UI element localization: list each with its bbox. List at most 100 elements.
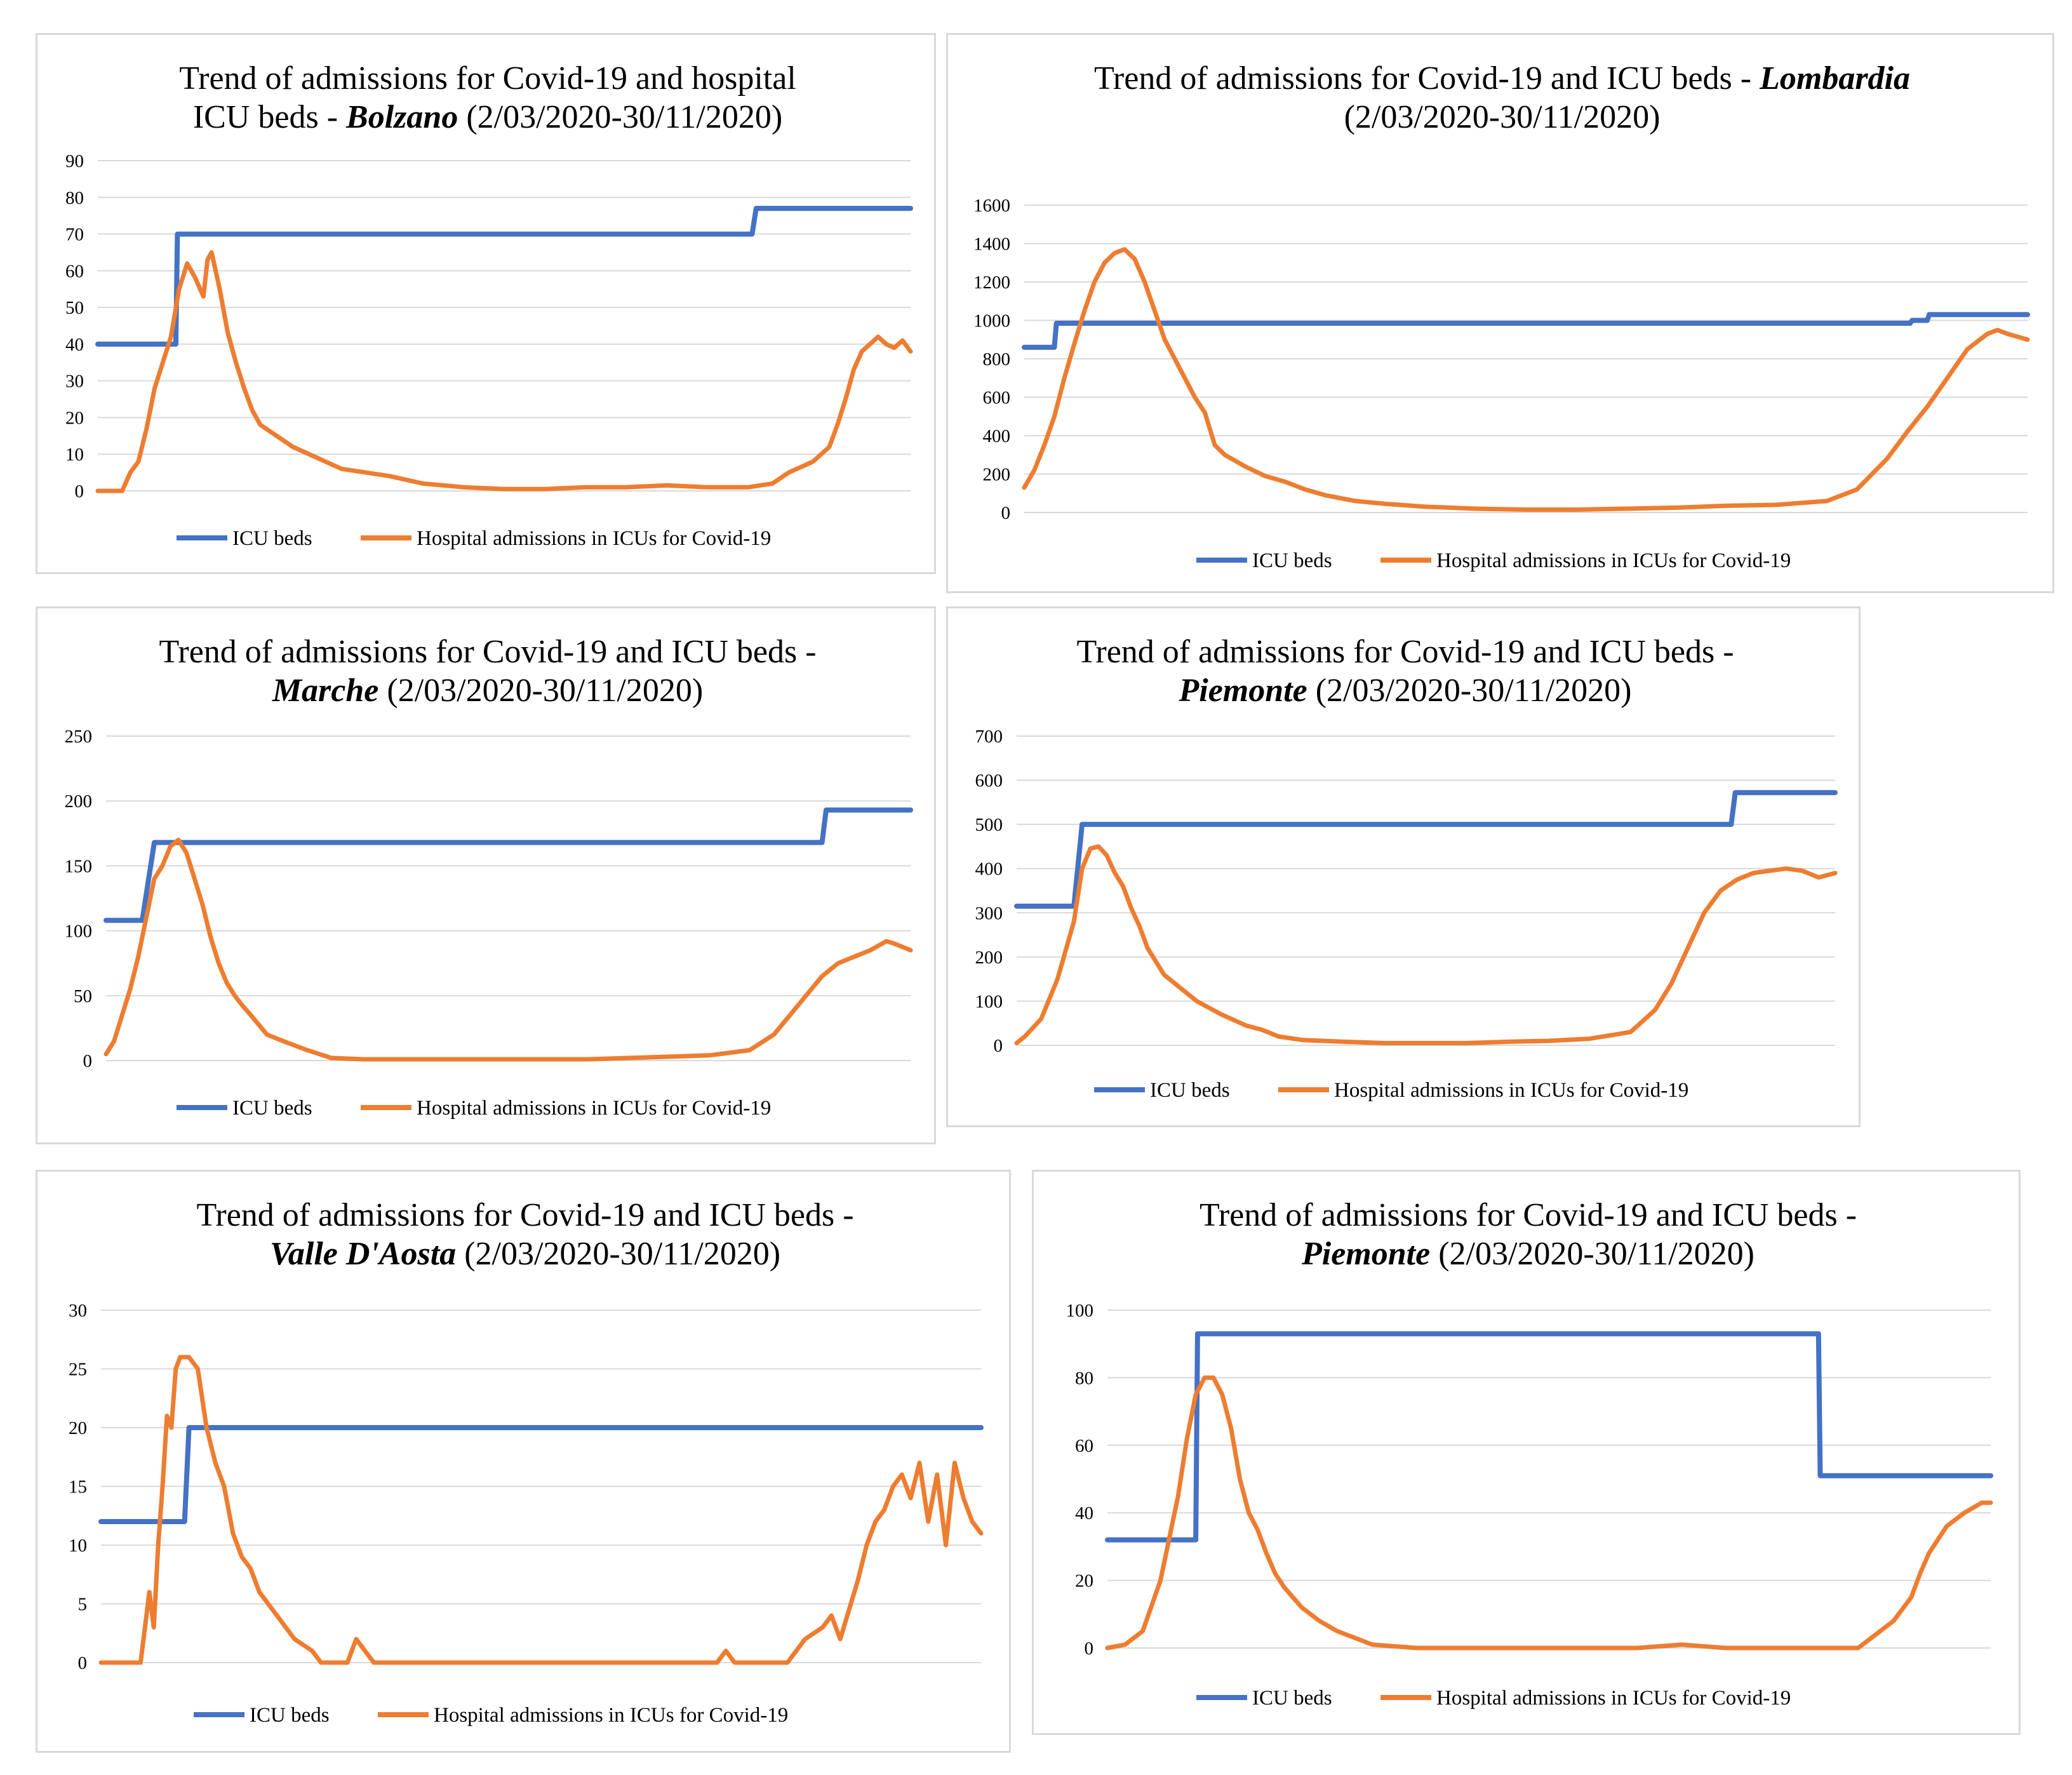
series-line-hospital-admissions (98, 1355, 984, 1665)
series-line-hospital-admissions (104, 838, 913, 1062)
legend-icu-beds-label: ICU beds (1252, 549, 1332, 572)
y-tick-label: 0 (994, 1036, 1003, 1056)
y-tick-label: 100 (65, 921, 93, 942)
series-line-hospital-admissions (1105, 1375, 1993, 1651)
chart-title-line: Piemonte (2/03/2020-30/11/2020) (1301, 1236, 1755, 1272)
y-tick-label: 80 (1075, 1368, 1093, 1388)
y-tick-label: 5 (78, 1595, 88, 1615)
legend-icu-beds-label: ICU beds (1252, 1687, 1332, 1710)
y-tick-label: 15 (69, 1477, 87, 1497)
y-tick-label: 20 (1075, 1571, 1093, 1591)
chart-title-text: (2/03/2020-30/11/2020) (456, 1236, 780, 1272)
y-tick-label: 0 (75, 481, 84, 502)
chart-svg-valle-daosta: Trend of admissions for Covid-19 and ICU… (69, 1197, 984, 1727)
y-tick-label: 40 (65, 335, 84, 355)
y-tick-label: 0 (1001, 503, 1011, 523)
legend-icu-beds-label: ICU beds (232, 1097, 312, 1120)
chart-title-text: Trend of admissions for Covid-19 and ICU… (1076, 634, 1734, 670)
y-tick-label: 30 (65, 372, 84, 392)
chart-title-text: Trend of admissions for Covid-19 and hos… (179, 60, 796, 97)
chart-title-line: ICU beds - Bolzano (2/03/2020-30/11/2020… (193, 99, 782, 135)
series-line-icu-beds (98, 1425, 984, 1524)
chart-panel-piemonte-a: Trend of admissions for Covid-19 and ICU… (946, 606, 1861, 1127)
chart-title-text: (2/03/2020-30/11/2020) (1307, 673, 1632, 709)
y-tick-label: 1000 (973, 311, 1010, 332)
y-tick-label: 0 (78, 1653, 88, 1673)
chart-panel-bolzano: Trend of admissions for Covid-19 and hos… (36, 33, 936, 574)
y-tick-label: 60 (65, 261, 84, 281)
chart-title-text: (2/03/2020-30/11/2020) (458, 99, 782, 135)
chart-title-text: (2/03/2020-30/11/2020) (1430, 1236, 1755, 1272)
legend-icu-beds-label: ICU beds (250, 1704, 330, 1727)
y-tick-label: 20 (65, 408, 84, 428)
series-line-icu-beds (1105, 1331, 1993, 1543)
chart-title-line: Trend of admissions for Covid-19 and ICU… (159, 634, 816, 670)
chart-title-region: Piemonte (1179, 673, 1307, 709)
y-tick-label: 200 (65, 791, 93, 812)
chart-title-line: Piemonte (2/03/2020-30/11/2020) (1179, 673, 1632, 709)
legend-hospital-admissions-label: Hospital admissions in ICUs for Covid-19 (1436, 1687, 1791, 1710)
series-line-icu-beds (104, 807, 913, 923)
series-line-hospital-admissions (1014, 844, 1838, 1045)
chart-title-region: Marche (272, 673, 379, 709)
chart-title-line: Trend of admissions for Covid-19 and hos… (179, 60, 796, 97)
y-tick-label: 600 (983, 388, 1011, 408)
chart-title-line: Trend of admissions for Covid-19 and ICU… (1094, 60, 1910, 97)
chart-title-region: Bolzano (345, 99, 458, 135)
chart-svg-marche: Trend of admissions for Covid-19 and ICU… (65, 634, 913, 1120)
chart-title-region: Lombardia (1759, 60, 1910, 97)
chart-title-text: Trend of admissions for Covid-19 and ICU… (196, 1197, 853, 1233)
chart-svg-lombardia: Trend of admissions for Covid-19 and ICU… (973, 60, 2030, 572)
series-line-hospital-admissions (1022, 247, 2030, 512)
y-tick-label: 1600 (973, 196, 1010, 216)
y-tick-label: 30 (69, 1301, 87, 1321)
y-tick-label: 100 (975, 991, 1003, 1012)
y-tick-label: 700 (975, 727, 1003, 747)
series-line-hospital-admissions (95, 250, 913, 493)
legend-icu-beds-label: ICU beds (1150, 1079, 1230, 1102)
y-tick-label: 70 (65, 225, 84, 245)
chart-panel-lombardia: Trend of admissions for Covid-19 and ICU… (946, 33, 2054, 593)
y-tick-label: 800 (983, 349, 1011, 370)
y-tick-label: 10 (69, 1536, 87, 1556)
y-tick-label: 90 (65, 151, 84, 171)
y-tick-label: 50 (74, 986, 92, 1007)
chart-title-line: (2/03/2020-30/11/2020) (1344, 99, 1661, 135)
chart-title-region: Piemonte (1301, 1236, 1430, 1272)
chart-title-region: Valle D'Aosta (270, 1236, 456, 1272)
legend-hospital-admissions-label: Hospital admissions in ICUs for Covid-19 (434, 1704, 788, 1727)
y-tick-label: 400 (983, 426, 1011, 446)
legend-hospital-admissions-label: Hospital admissions in ICUs for Covid-19 (417, 527, 771, 550)
legend-icu-beds-label: ICU beds (232, 527, 312, 550)
y-tick-label: 40 (1075, 1503, 1093, 1524)
chart-title-text: (2/03/2020-30/11/2020) (378, 673, 703, 709)
y-tick-label: 20 (69, 1418, 87, 1438)
chart-title-text: (2/03/2020-30/11/2020) (1344, 99, 1661, 135)
y-tick-label: 200 (975, 948, 1003, 968)
y-tick-label: 1200 (973, 272, 1010, 293)
chart-svg-piemonte-a: Trend of admissions for Covid-19 and ICU… (975, 634, 1838, 1102)
y-tick-label: 0 (1085, 1638, 1094, 1659)
y-tick-label: 1400 (973, 234, 1010, 255)
y-tick-label: 200 (983, 465, 1011, 485)
y-tick-label: 600 (975, 771, 1003, 791)
chart-title-text: Trend of admissions for Covid-19 and ICU… (1200, 1197, 1857, 1233)
chart-title-text: ICU beds - (193, 99, 346, 135)
chart-title-line: Trend of admissions for Covid-19 and ICU… (196, 1197, 853, 1233)
chart-title-line: Trend of admissions for Covid-19 and ICU… (1076, 634, 1734, 670)
legend-hospital-admissions-label: Hospital admissions in ICUs for Covid-19 (1334, 1079, 1688, 1102)
chart-title-line: Trend of admissions for Covid-19 and ICU… (1200, 1197, 1857, 1233)
chart-panel-valle-daosta: Trend of admissions for Covid-19 and ICU… (36, 1170, 1011, 1753)
y-tick-label: 100 (1066, 1301, 1094, 1321)
chart-title-text: Trend of admissions for Covid-19 and ICU… (1094, 60, 1760, 97)
legend-hospital-admissions-label: Hospital admissions in ICUs for Covid-19 (1436, 549, 1791, 572)
y-tick-label: 0 (83, 1051, 93, 1071)
series-line-icu-beds (1022, 312, 2030, 350)
chart-title-line: Marche (2/03/2020-30/11/2020) (272, 673, 703, 709)
series-line-icu-beds (95, 206, 913, 347)
chart-svg-bolzano: Trend of admissions for Covid-19 and hos… (65, 60, 913, 550)
y-tick-label: 400 (975, 859, 1003, 880)
y-tick-label: 60 (1075, 1436, 1093, 1456)
chart-svg-piemonte-b: Trend of admissions for Covid-19 and ICU… (1066, 1197, 1993, 1710)
y-tick-label: 150 (65, 856, 93, 876)
